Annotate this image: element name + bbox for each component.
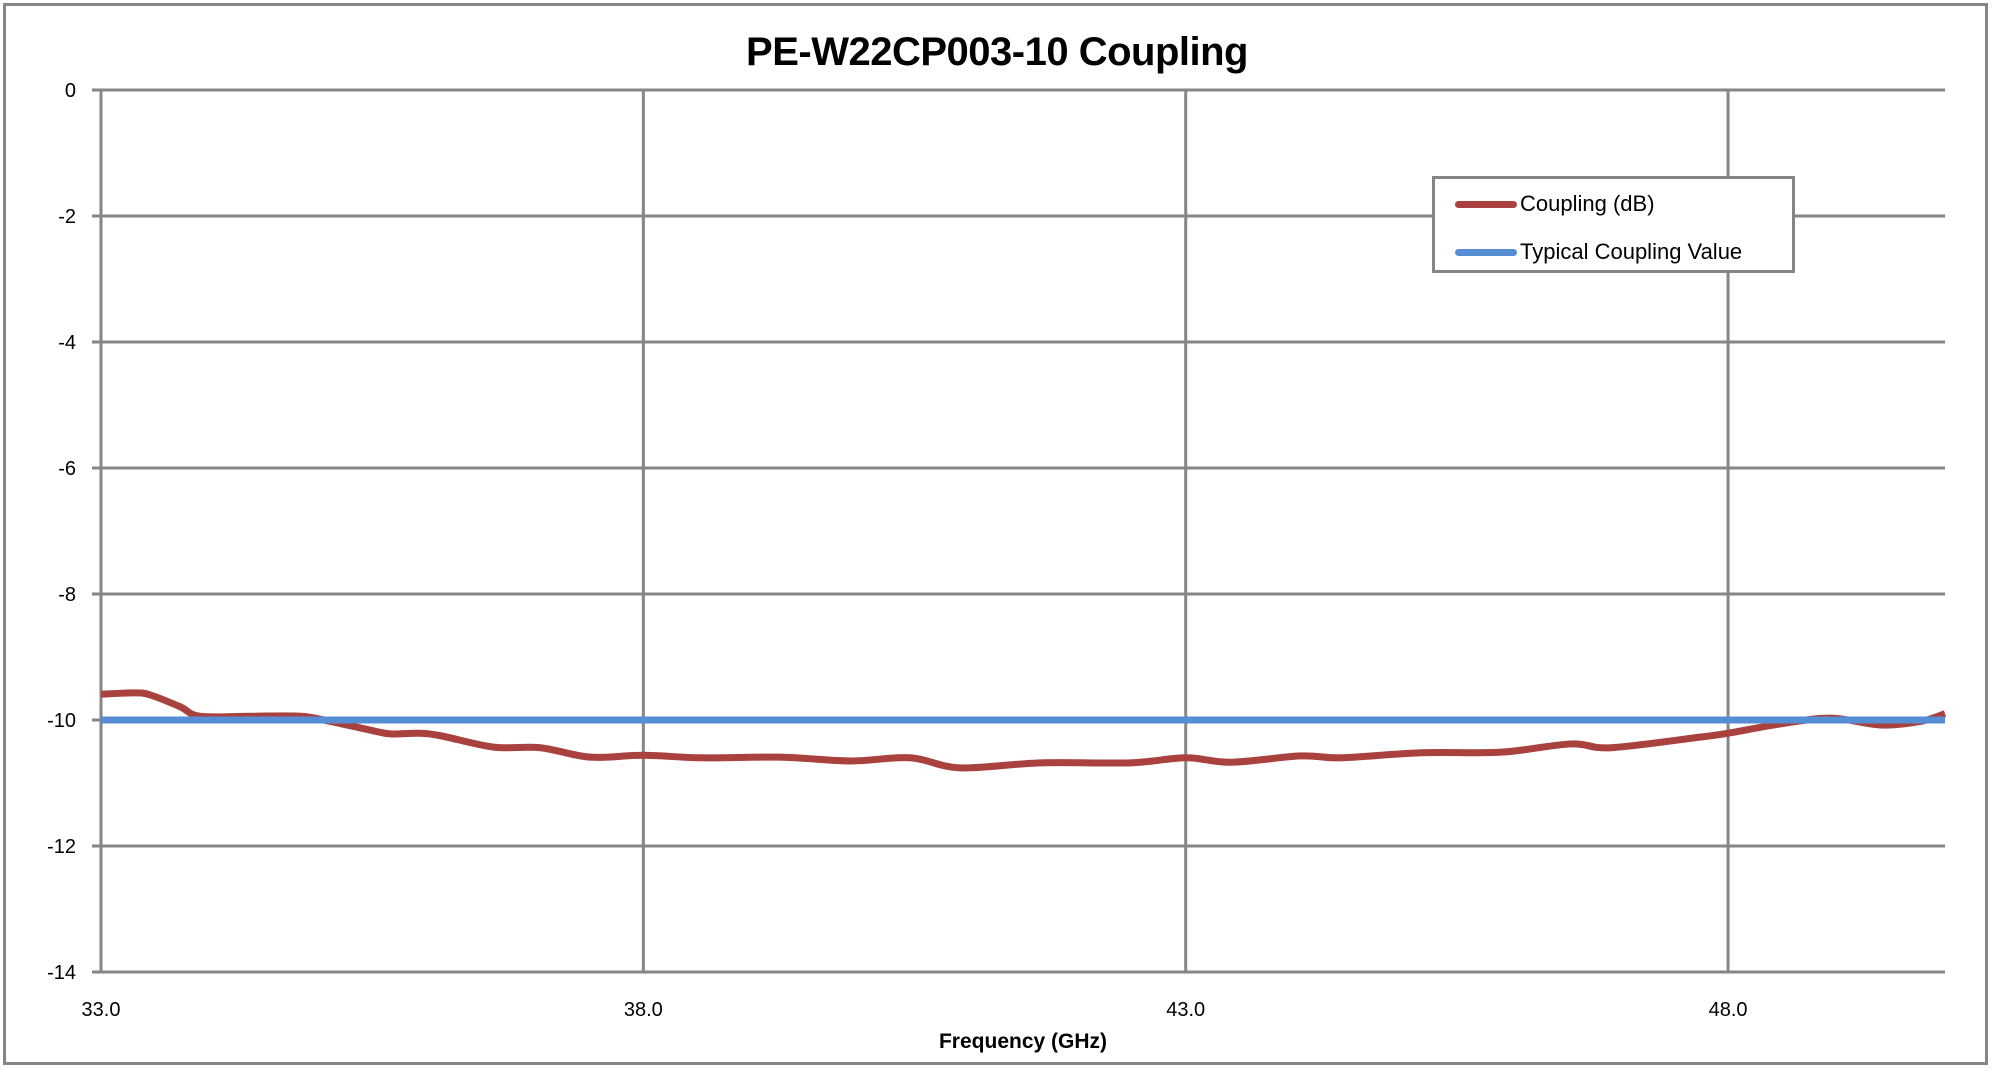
svg-text:0: 0 [65, 80, 76, 102]
legend-label: Typical Coupling Value [1520, 239, 1743, 264]
svg-text:-4: -4 [58, 332, 76, 354]
x-axis-title: Frequency (GHz) [939, 1030, 1107, 1053]
legend-item-coupling: Coupling (dB) [1455, 189, 1655, 219]
svg-text:38.0: 38.0 [624, 999, 663, 1021]
y-axis-tick-labels: 0 -2 -4 -6 -8 -10 -12 -14 [47, 80, 76, 984]
legend-line-red-icon [1455, 200, 1517, 208]
svg-text:-12: -12 [47, 836, 76, 858]
legend-line-blue-icon [1455, 248, 1517, 256]
svg-text:-6: -6 [58, 458, 76, 480]
legend: Coupling (dB) Typical Coupling Value [1432, 176, 1795, 273]
legend-item-typical: Typical Coupling Value [1455, 237, 1742, 267]
svg-text:-8: -8 [58, 584, 76, 606]
chart-title: PE-W22CP003-10 Coupling [746, 30, 1248, 74]
svg-text:-14: -14 [47, 962, 76, 984]
series-coupling-line [100, 689, 1947, 772]
svg-text:-10: -10 [47, 710, 76, 732]
svg-text:43.0: 43.0 [1166, 999, 1205, 1021]
svg-text:48.0: 48.0 [1709, 999, 1748, 1021]
svg-text:33.0: 33.0 [82, 999, 121, 1021]
svg-text:-2: -2 [58, 206, 76, 228]
data-series [100, 689, 1947, 772]
x-axis-tick-labels: 33.0 38.0 43.0 48.0 [82, 999, 1748, 1021]
legend-label: Coupling (dB) [1520, 191, 1655, 216]
